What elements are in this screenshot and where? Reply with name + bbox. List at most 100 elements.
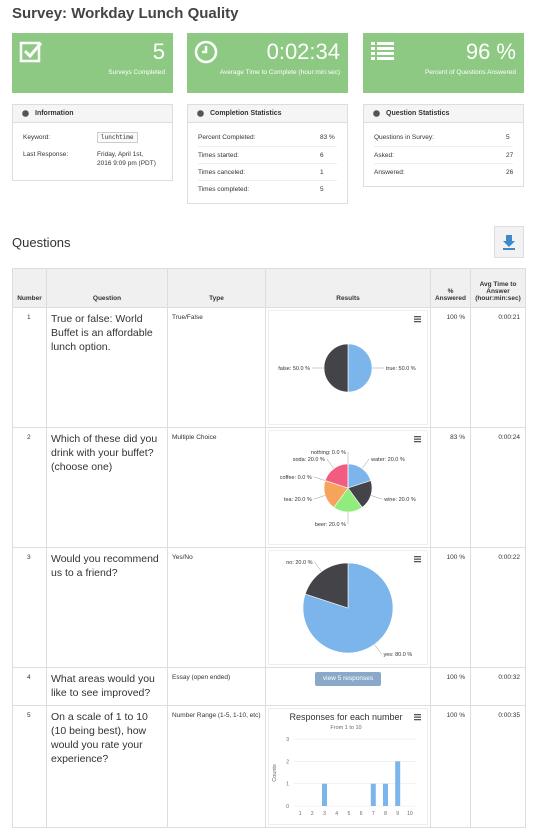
stat-label: Percent of Questions Answered bbox=[424, 69, 516, 76]
results-chart: water: 20.0 % wine: 20.0 % beer: 20.0 % tea… bbox=[268, 430, 428, 545]
percent-answered: 100 % bbox=[430, 547, 471, 668]
label-connector bbox=[361, 458, 370, 469]
label-connector bbox=[370, 495, 383, 500]
avg-time: 0:00:24 bbox=[470, 427, 526, 548]
header-row: Number Question Type Results% Answered Avg T… bbox=[12, 268, 526, 308]
avg-time: 0:00:32 bbox=[470, 667, 526, 706]
question-type: Multiple Choice bbox=[167, 427, 266, 548]
panel-header: Completion Statistics bbox=[188, 105, 347, 123]
page-title: Survey: Workday Lunch Quality bbox=[12, 5, 239, 22]
bar bbox=[383, 783, 388, 806]
row-label: Asked: bbox=[374, 152, 394, 159]
stat-value: 0:02:34 bbox=[266, 39, 340, 64]
chart-menu-icon bbox=[414, 321, 421, 323]
pie-slice bbox=[304, 562, 349, 609]
row-label: Times canceled: bbox=[198, 169, 246, 176]
slice-label: water: 20.0 % bbox=[370, 457, 405, 463]
label-connector bbox=[313, 495, 326, 500]
percent-answered: 100 % bbox=[430, 307, 471, 428]
chart-menu-icon bbox=[414, 714, 421, 716]
question-text: True or false: World Buffet is an afford… bbox=[46, 307, 168, 428]
percent-answered: 100 % bbox=[430, 667, 471, 706]
bar bbox=[395, 761, 401, 806]
stat-card: 96 % Percent of Questions Answered bbox=[363, 33, 524, 93]
question-text: Would you recommend us to a friend? bbox=[46, 547, 168, 668]
label-connector bbox=[326, 458, 335, 469]
y-axis-label: Counts bbox=[272, 764, 278, 782]
row-value: 26 bbox=[506, 169, 514, 176]
view-responses-button[interactable]: view 5 responses bbox=[315, 672, 381, 686]
panel-row: Answered: 26 bbox=[374, 163, 513, 180]
chart-menu-icon bbox=[414, 316, 421, 318]
x-tick-label: 4 bbox=[335, 811, 338, 817]
row-value: 1 bbox=[320, 169, 324, 176]
stat-label: Average Time to Complete (hour:min:sec) bbox=[219, 69, 340, 76]
panel-row: Times canceled: 1 bbox=[198, 163, 337, 180]
row-value-wrap: 1 bbox=[320, 168, 350, 177]
row-label: Keyword: bbox=[23, 134, 51, 141]
x-tick-label: 7 bbox=[372, 811, 375, 817]
question-results: yes: 80.0 % no: 20.0 % bbox=[265, 547, 431, 668]
panel: Completion Statistics Percent Completed: 8… bbox=[187, 104, 348, 204]
row-label: Last Response: bbox=[23, 151, 69, 158]
panel-row: Times completed: 5 bbox=[198, 180, 337, 197]
results-chart: Responses for each number From 1 to 10 Cou… bbox=[268, 708, 428, 825]
download-icon bbox=[503, 235, 515, 250]
question-results: true: 50.0 % false: 50.0 % bbox=[265, 307, 431, 428]
question-type: True/False bbox=[167, 307, 266, 428]
panel-icon bbox=[22, 110, 29, 117]
slice-label: soda: 20.0 % bbox=[293, 457, 325, 463]
y-tick-label: 1 bbox=[286, 782, 289, 788]
x-tick-label: 5 bbox=[348, 811, 351, 817]
chart-menu-icon bbox=[414, 318, 421, 320]
question-row: 5 On a scale of 1 to 10 (10 being best), … bbox=[12, 705, 526, 828]
label-connector bbox=[313, 476, 326, 481]
question-text: Which of these did you drink with your b… bbox=[46, 427, 168, 548]
stat-icon bbox=[371, 42, 394, 60]
panel-row: Last Response: Friday, April 1st, 2016 9:… bbox=[23, 146, 162, 174]
question-number: 4 bbox=[12, 667, 47, 706]
slice-label: true: 50.0 % bbox=[386, 366, 416, 372]
chart-menu-icon bbox=[414, 441, 421, 443]
question-row: 2 Which of these did you drink with your … bbox=[12, 427, 526, 548]
question-row: 1 True or false: World Buffet is an affor… bbox=[12, 307, 526, 428]
download-button[interactable] bbox=[494, 226, 524, 258]
x-tick-label: 6 bbox=[360, 811, 363, 817]
question-row: 4 What areas would you like to see improv… bbox=[12, 667, 526, 706]
chart-menu-icon bbox=[414, 716, 421, 718]
percent-answered: 100 % bbox=[430, 705, 471, 828]
bar bbox=[370, 783, 376, 806]
stat-label: Surveys Completed bbox=[108, 69, 165, 76]
column-header: Question bbox=[46, 268, 168, 308]
avg-time: 0:00:21 bbox=[470, 307, 526, 428]
x-tick-label: 10 bbox=[407, 811, 413, 817]
slice-label: tea: 20.0 % bbox=[284, 497, 312, 503]
chart-menu-icon bbox=[414, 556, 421, 558]
panel-icon bbox=[197, 110, 204, 117]
row-value-wrap: 5 bbox=[320, 185, 350, 194]
question-type: Essay (open ended) bbox=[167, 667, 266, 706]
row-value-wrap: lunchtime bbox=[97, 132, 159, 143]
chart-menu-icon bbox=[414, 438, 421, 440]
slice-label: coffee: 0.0 % bbox=[280, 475, 312, 481]
x-tick-label: 2 bbox=[311, 811, 314, 817]
question-type: Yes/No bbox=[167, 547, 266, 668]
pie-slice bbox=[323, 343, 349, 393]
question-type: Number Range (1-5, 1-10, etc) bbox=[167, 705, 266, 828]
column-header: Avg Time to Answer (hour:min:sec) bbox=[470, 268, 526, 308]
row-label: Answered: bbox=[374, 169, 405, 176]
slice-label: false: 50.0 % bbox=[278, 366, 310, 372]
slice-label: wine: 20.0 % bbox=[383, 497, 416, 503]
panel-title: Question Statistics bbox=[386, 110, 450, 117]
avg-time: 0:00:35 bbox=[470, 705, 526, 828]
panel-row: Percent Completed: 83 % bbox=[198, 129, 337, 146]
bar bbox=[322, 783, 327, 806]
questions-table: Number Question Type Results% Answered Avg T… bbox=[12, 268, 526, 828]
stat-value: 5 bbox=[152, 39, 165, 64]
x-tick-label: 9 bbox=[396, 811, 399, 817]
row-value: 27 bbox=[506, 152, 514, 159]
stat-icon bbox=[19, 41, 43, 63]
chart-title: Responses for each number bbox=[289, 712, 402, 722]
label-connector bbox=[374, 644, 382, 655]
